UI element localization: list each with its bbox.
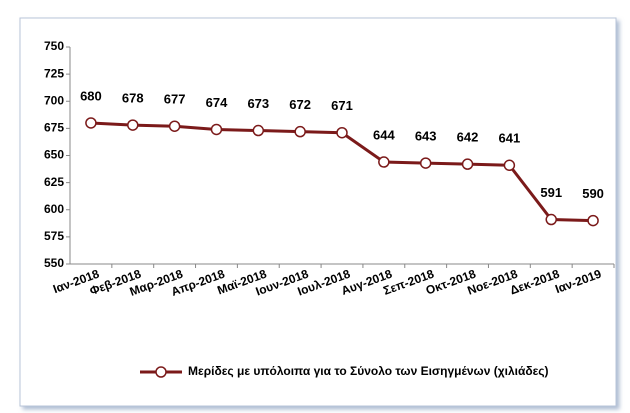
marker — [85, 117, 97, 129]
y-tick-label: 750 — [44, 39, 64, 53]
data-label: 671 — [331, 98, 353, 113]
data-label: 643 — [415, 129, 437, 144]
y-tick-label: 650 — [44, 148, 64, 162]
marker — [294, 125, 306, 138]
y-tick-label: 625 — [44, 175, 64, 189]
legend-label: Μερίδες με υπόλοιπα για το Σύνολο των Ει… — [188, 364, 549, 378]
data-label: 677 — [164, 92, 186, 107]
frame — [19, 17, 617, 407]
marker — [210, 123, 223, 136]
marker — [127, 119, 139, 131]
data-label: 641 — [499, 131, 521, 146]
y-tick-label: 600 — [44, 202, 64, 216]
data-label: 678 — [122, 91, 144, 106]
data-label: 591 — [540, 185, 562, 200]
data-label: 673 — [247, 96, 269, 111]
marker — [587, 214, 599, 227]
data-label: 590 — [582, 186, 604, 201]
marker — [168, 120, 181, 132]
marker — [545, 213, 557, 226]
marker — [419, 157, 432, 169]
y-tick-label: 700 — [44, 93, 64, 107]
marker — [378, 156, 390, 168]
data-label: 672 — [289, 97, 311, 112]
y-tick-label: 725 — [44, 66, 64, 80]
data-label: 642 — [457, 130, 479, 145]
marker — [461, 158, 474, 170]
y-tick-label: 575 — [44, 229, 64, 243]
y-tick-label: 675 — [44, 121, 64, 135]
data-label: 644 — [373, 127, 395, 142]
y-tick-label: 550 — [44, 256, 64, 270]
data-label: 674 — [206, 95, 228, 110]
data-label: 680 — [80, 88, 102, 103]
marker — [503, 159, 516, 172]
marker — [336, 126, 348, 139]
marker — [252, 124, 265, 137]
legend-marker — [155, 366, 167, 378]
